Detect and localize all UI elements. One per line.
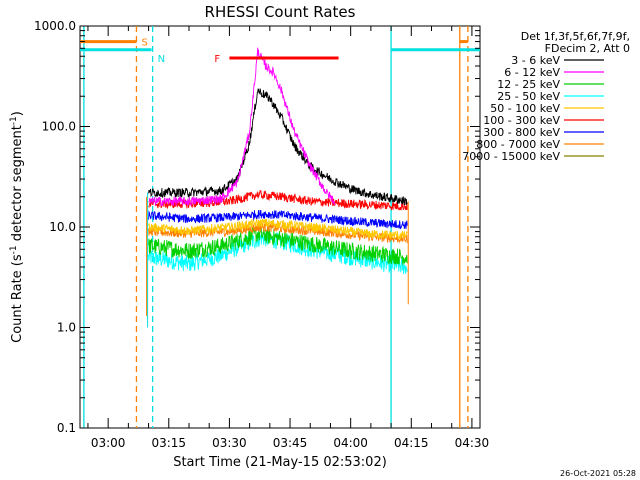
x-tick-label: 03:00: [91, 436, 126, 450]
legend-label: 800 - 7000 keV: [476, 138, 560, 151]
y-tick-label: 1.0: [57, 321, 76, 335]
series-line: [148, 217, 408, 240]
legend-label: 3 - 6 keV: [511, 54, 560, 67]
x-tick-label: 03:30: [212, 436, 247, 450]
legend-label: 50 - 100 keV: [490, 102, 560, 115]
s-label: S: [141, 38, 147, 49]
legend-label: 100 - 300 keV: [483, 114, 560, 127]
y-axis-label: Count Rate (s-1 detector segment-1): [9, 111, 25, 343]
series-line: [148, 47, 335, 207]
timestamp: 26-Oct-2021 05:28: [560, 469, 636, 478]
x-tick-label: 04:00: [333, 436, 368, 450]
x-tick-label: 04:30: [455, 436, 490, 450]
legend-label: 25 - 50 keV: [497, 90, 560, 103]
y-tick-label: 0.1: [57, 421, 76, 435]
legend-label: 12 - 25 keV: [497, 78, 560, 91]
legend-header-2: FDecim 2, Att 0: [545, 42, 630, 55]
legend: Det 1f,3f,5f,6f,7f,9f, FDecim 2, Att 0 3…: [462, 30, 630, 163]
y-tick-label: 10.0: [49, 220, 76, 234]
y-axis-label-sup1: -1: [9, 245, 19, 254]
series-line: [148, 210, 408, 230]
y-axis-label-end: ): [10, 111, 25, 116]
y-tick-label: 1000.0: [34, 19, 76, 33]
y-axis-label-main: Count Rate (s: [10, 254, 25, 343]
series-line: [148, 88, 408, 206]
x-tick-label: 03:15: [151, 436, 186, 450]
y-tick-label: 100.0: [42, 120, 76, 134]
x-tick-label: 04:15: [394, 436, 429, 450]
y-axis-label-mid: detector segment: [10, 125, 25, 245]
legend-label: 6 - 12 keV: [504, 66, 560, 79]
x-axis: 03:00 03:15 03:30 03:45 04:00 04:15 04:30: [87, 26, 490, 450]
y-axis: 0.1 1.0 10.0 100.0 1000.0: [34, 19, 480, 435]
y-axis-label-sup2: -1: [9, 116, 19, 125]
flare-label: F: [214, 54, 220, 65]
series-layer: [146, 47, 409, 328]
marker-layer: SN F: [80, 38, 480, 65]
legend-label: 7000 - 15000 keV: [462, 150, 560, 163]
series-line: [148, 225, 408, 266]
chart-title: RHESSI Count Rates: [205, 3, 356, 21]
legend-label: 300 - 800 keV: [483, 126, 560, 139]
x-axis-label: Start Time (21-May-15 02:53:02): [173, 455, 387, 470]
x-tick-label: 03:45: [273, 436, 308, 450]
series-line: [148, 189, 408, 211]
legend-header-1: Det 1f,3f,5f,6f,7f,9f,: [521, 30, 630, 43]
n-label: N: [158, 54, 165, 65]
